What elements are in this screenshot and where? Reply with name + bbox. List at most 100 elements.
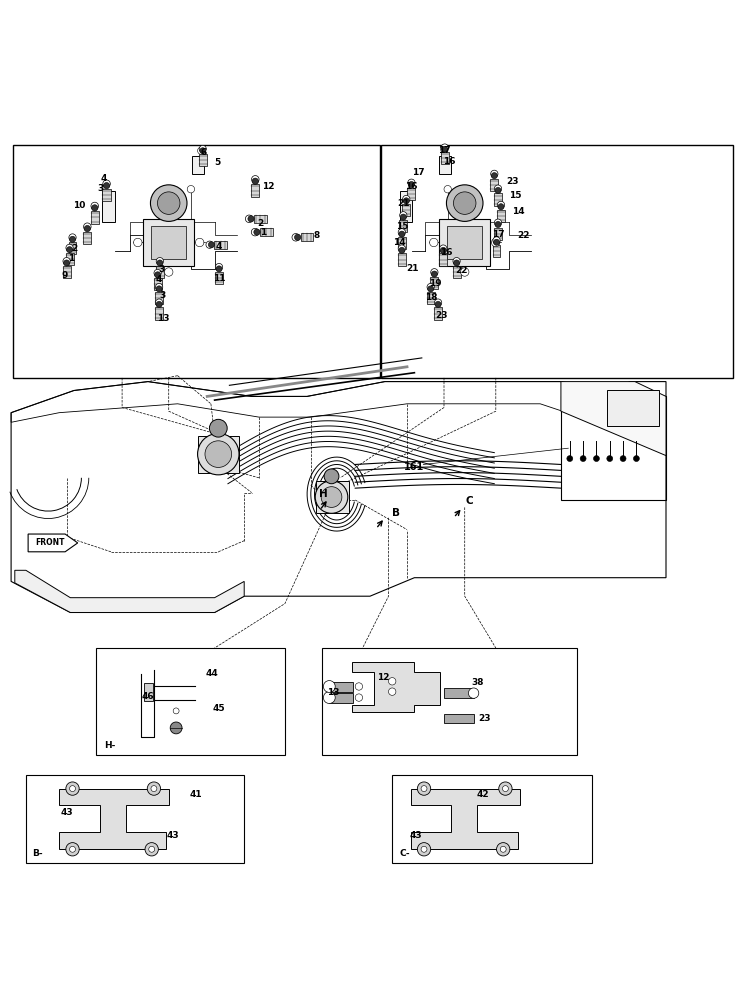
Circle shape xyxy=(408,179,415,186)
Text: 45: 45 xyxy=(212,704,226,713)
Polygon shape xyxy=(427,292,434,304)
Circle shape xyxy=(216,266,222,272)
Text: 11: 11 xyxy=(214,274,226,283)
Bar xyxy=(329,682,353,692)
Text: 43: 43 xyxy=(60,808,73,817)
Polygon shape xyxy=(63,266,70,278)
Circle shape xyxy=(252,176,259,183)
Circle shape xyxy=(147,782,161,795)
Text: 16: 16 xyxy=(440,248,452,257)
Circle shape xyxy=(173,708,179,714)
Polygon shape xyxy=(199,154,206,166)
Circle shape xyxy=(499,782,512,795)
Polygon shape xyxy=(431,277,438,289)
Bar xyxy=(151,226,186,259)
Circle shape xyxy=(84,225,90,232)
Circle shape xyxy=(441,144,448,151)
Circle shape xyxy=(427,283,434,291)
Text: 23: 23 xyxy=(507,177,519,186)
Circle shape xyxy=(495,187,501,193)
Circle shape xyxy=(620,456,626,462)
Text: 43: 43 xyxy=(166,831,180,840)
Circle shape xyxy=(157,260,163,266)
Circle shape xyxy=(431,269,438,276)
Circle shape xyxy=(198,147,205,154)
Circle shape xyxy=(66,843,79,856)
Text: 21: 21 xyxy=(397,200,409,209)
Circle shape xyxy=(567,456,573,462)
Circle shape xyxy=(580,456,586,462)
Circle shape xyxy=(91,202,98,210)
Circle shape xyxy=(440,145,448,152)
Bar xyxy=(144,683,153,701)
Text: 22: 22 xyxy=(456,266,468,275)
Text: 15: 15 xyxy=(396,222,408,231)
Circle shape xyxy=(388,678,396,685)
Circle shape xyxy=(398,229,406,236)
Text: 38: 38 xyxy=(471,678,483,687)
Circle shape xyxy=(355,694,363,701)
Text: 17: 17 xyxy=(412,168,426,177)
Circle shape xyxy=(428,286,434,292)
Circle shape xyxy=(491,170,498,177)
Bar xyxy=(440,219,490,266)
Polygon shape xyxy=(441,152,448,164)
Text: 4: 4 xyxy=(155,275,161,284)
Circle shape xyxy=(254,229,260,235)
Polygon shape xyxy=(251,184,260,197)
Circle shape xyxy=(187,185,195,193)
Polygon shape xyxy=(260,228,272,236)
Circle shape xyxy=(154,269,161,277)
Text: 10: 10 xyxy=(73,201,85,210)
Circle shape xyxy=(145,843,158,856)
Polygon shape xyxy=(561,382,666,456)
Circle shape xyxy=(198,433,239,475)
Circle shape xyxy=(593,456,599,462)
Polygon shape xyxy=(154,278,161,290)
Circle shape xyxy=(69,234,76,241)
Polygon shape xyxy=(255,215,266,223)
Text: 13: 13 xyxy=(327,688,339,697)
Polygon shape xyxy=(497,210,505,222)
Circle shape xyxy=(633,456,639,462)
Circle shape xyxy=(454,192,476,214)
Text: 3: 3 xyxy=(98,184,104,193)
Text: 4: 4 xyxy=(101,174,107,183)
Circle shape xyxy=(460,268,469,276)
Bar xyxy=(316,482,349,513)
Circle shape xyxy=(155,283,163,291)
Polygon shape xyxy=(352,662,440,712)
Circle shape xyxy=(295,234,300,240)
Circle shape xyxy=(67,247,73,253)
Text: H: H xyxy=(319,489,328,499)
Circle shape xyxy=(156,301,162,307)
Circle shape xyxy=(149,846,155,852)
Circle shape xyxy=(103,180,110,188)
Polygon shape xyxy=(494,228,502,240)
Bar xyxy=(607,390,659,426)
Circle shape xyxy=(66,244,73,251)
Circle shape xyxy=(497,843,510,856)
Polygon shape xyxy=(155,292,163,304)
Circle shape xyxy=(315,481,348,513)
Circle shape xyxy=(400,214,406,220)
Polygon shape xyxy=(192,156,204,174)
Polygon shape xyxy=(215,241,226,249)
Polygon shape xyxy=(403,204,410,216)
Bar xyxy=(392,775,592,863)
Text: 6: 6 xyxy=(201,148,206,157)
Circle shape xyxy=(64,260,70,266)
Circle shape xyxy=(209,242,215,248)
Circle shape xyxy=(497,201,505,209)
Circle shape xyxy=(446,185,483,221)
Text: 12: 12 xyxy=(377,673,389,682)
Text: 13: 13 xyxy=(157,314,169,323)
Circle shape xyxy=(495,221,501,228)
Circle shape xyxy=(399,231,405,237)
Circle shape xyxy=(453,258,460,265)
Text: 161: 161 xyxy=(404,462,425,472)
Circle shape xyxy=(70,236,75,242)
Polygon shape xyxy=(398,253,406,266)
Circle shape xyxy=(494,239,500,245)
Circle shape xyxy=(491,238,500,247)
